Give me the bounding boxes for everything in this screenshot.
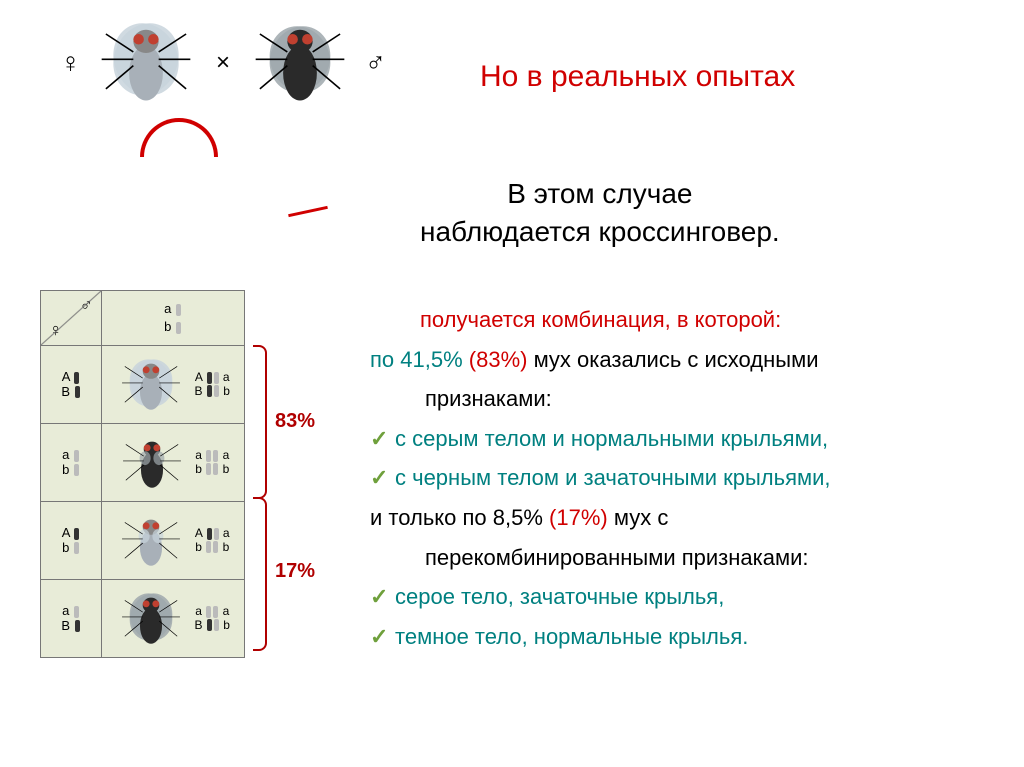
o0g2b: b xyxy=(223,384,230,398)
g2a1: A xyxy=(62,525,70,540)
table-row: a b a a b b xyxy=(41,424,245,502)
recombinant-list: серое тело, зачаточные крылья, темное те… xyxy=(370,577,1000,656)
o2g1b: b xyxy=(195,540,202,554)
parent-fly-grey xyxy=(91,15,201,110)
g3a2: B xyxy=(61,618,70,633)
g3a1: a xyxy=(62,603,69,618)
offspring-1: a a b b xyxy=(102,424,245,502)
content-line1: получается комбинация, в которой: xyxy=(370,300,1000,340)
female-gamete-3: a B xyxy=(41,580,102,658)
o2g2a: a xyxy=(223,526,230,540)
content-line2: по 41,5% (83%) мух оказались с исходными xyxy=(370,340,1000,380)
subtitle-line2: наблюдается кроссинговер. xyxy=(420,216,780,247)
female-gamete-0: A B xyxy=(41,346,102,424)
content-line3: и только по 8,5% (17%) мух с xyxy=(370,498,1000,538)
pct-recomb-total: (17%) xyxy=(549,505,614,530)
o3g2a: a xyxy=(223,604,230,618)
parent-fly-black xyxy=(245,15,355,110)
pct-parental: по 41,5% xyxy=(370,347,469,372)
female-gamete-2: A b xyxy=(41,502,102,580)
bullet-black-normal: темное тело, нормальные крылья. xyxy=(395,617,1000,657)
bracket-label-17: 17% xyxy=(275,560,315,583)
g0a2: B xyxy=(61,384,70,399)
content-l3d: перекомбинированными признаками: xyxy=(370,538,1000,578)
punnett-table: ♂ ♀ a b A B A a xyxy=(40,290,245,658)
table-row: A B A a B b xyxy=(41,346,245,424)
o2g1a: A xyxy=(195,526,202,540)
diag-male-icon: ♂ xyxy=(80,295,94,316)
o3g1a: a xyxy=(195,604,202,618)
mg-b: b xyxy=(164,319,171,334)
bullet-grey-vestigial: серое тело, зачаточные крылья, xyxy=(395,577,1000,617)
o1g1a: a xyxy=(195,448,202,462)
o1g1b: b xyxy=(195,462,202,476)
table-row: a B a a B b xyxy=(41,580,245,658)
subtitle-line1: В этом случае xyxy=(507,178,692,209)
g1a2: b xyxy=(62,462,69,477)
content-block: получается комбинация, в которой: по 41,… xyxy=(370,300,1000,656)
o3g1b: B xyxy=(195,618,203,632)
diag-cell: ♂ ♀ xyxy=(41,291,102,346)
title: Но в реальных опытах xyxy=(480,60,795,94)
o1g2a: a xyxy=(223,448,230,462)
male-gamete-header: a b xyxy=(102,291,245,346)
bracket-parental xyxy=(253,345,267,499)
bracket-recombinant xyxy=(253,497,267,651)
offspring-2: A a b b xyxy=(102,502,245,580)
bullet-black-vestigial: с черным телом и зачаточными крыльями, xyxy=(395,458,1000,498)
bracket-label-83: 83% xyxy=(275,410,315,433)
mg-a: a xyxy=(164,301,171,316)
offspring-0: A a B b xyxy=(102,346,245,424)
bullet-grey-normal: с серым телом и нормальными крыльями, xyxy=(395,419,1000,459)
o2g2b: b xyxy=(223,540,230,554)
cross-symbol: × xyxy=(216,49,230,77)
o1g2b: b xyxy=(223,462,230,476)
o0g1b: B xyxy=(195,384,203,398)
offspring-3: a a B b xyxy=(102,580,245,658)
subtitle: В этом случае наблюдается кроссинговер. xyxy=(420,175,780,251)
male-symbol: ♂ xyxy=(365,47,386,79)
pct-parental-total: (83%) xyxy=(469,347,534,372)
o3g2b: b xyxy=(223,618,230,632)
o0g1a: A xyxy=(195,370,202,384)
content-l2d: признаками: xyxy=(370,379,1000,419)
parental-list: с серым телом и нормальными крыльями, с … xyxy=(370,419,1000,498)
pct-recomb: и только по 8,5% xyxy=(370,505,549,530)
parental-cross: ♀ × ♂ xyxy=(60,15,386,110)
g2a2: b xyxy=(62,540,69,555)
o0g2a: a xyxy=(223,370,230,384)
diag-female-icon: ♀ xyxy=(49,320,63,341)
content-l2c: мух оказались с исходными xyxy=(534,347,819,372)
table-row: A b A a b b xyxy=(41,502,245,580)
red-dash xyxy=(288,206,328,217)
red-arc xyxy=(140,118,218,157)
female-symbol: ♀ xyxy=(60,47,81,79)
g0a1: A xyxy=(62,369,70,384)
female-gamete-1: a b xyxy=(41,424,102,502)
content-l3c: мух с xyxy=(614,505,668,530)
g1a1: a xyxy=(62,447,69,462)
